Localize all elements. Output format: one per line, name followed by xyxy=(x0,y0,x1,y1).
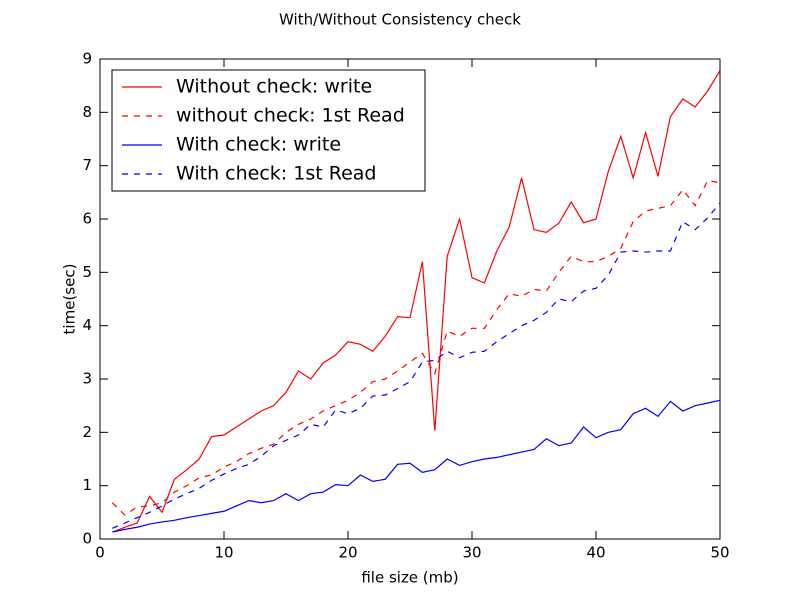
x-tick-label: 0 xyxy=(95,544,105,562)
legend-box xyxy=(111,69,426,192)
x-tick-label: 30 xyxy=(462,544,481,562)
y-tick-label: 4 xyxy=(82,316,92,334)
legend-label: With check: 1st Read xyxy=(176,163,376,185)
series-line xyxy=(112,202,721,529)
y-tick-label: 5 xyxy=(82,263,92,281)
legend-label: With check: write xyxy=(176,134,341,156)
legend-label: without check: 1st Read xyxy=(176,105,405,127)
legend-label: Without check: write xyxy=(176,76,372,98)
x-axis-label: file size (mb) xyxy=(361,569,458,587)
y-tick-label: 1 xyxy=(82,476,92,494)
y-tick-label: 8 xyxy=(82,103,92,121)
x-tick-label: 50 xyxy=(710,544,729,562)
y-tick-label: 9 xyxy=(82,50,92,68)
y-tick-label: 7 xyxy=(82,156,92,174)
chart-title: With/Without Consistency check xyxy=(279,11,521,29)
series-line xyxy=(112,70,721,533)
y-tick-label: 3 xyxy=(82,370,92,388)
series-line xyxy=(112,399,721,533)
plot-frame xyxy=(99,58,721,540)
y-tick-label: 0 xyxy=(82,530,92,548)
y-axis-label: time(sec) xyxy=(61,264,79,335)
series-line xyxy=(111,179,721,516)
x-tick-label: 20 xyxy=(338,544,357,562)
y-tick-label: 6 xyxy=(82,210,92,228)
x-tick-label: 10 xyxy=(214,544,233,562)
y-tick-label: 2 xyxy=(82,423,92,441)
x-tick-label: 40 xyxy=(586,544,605,562)
